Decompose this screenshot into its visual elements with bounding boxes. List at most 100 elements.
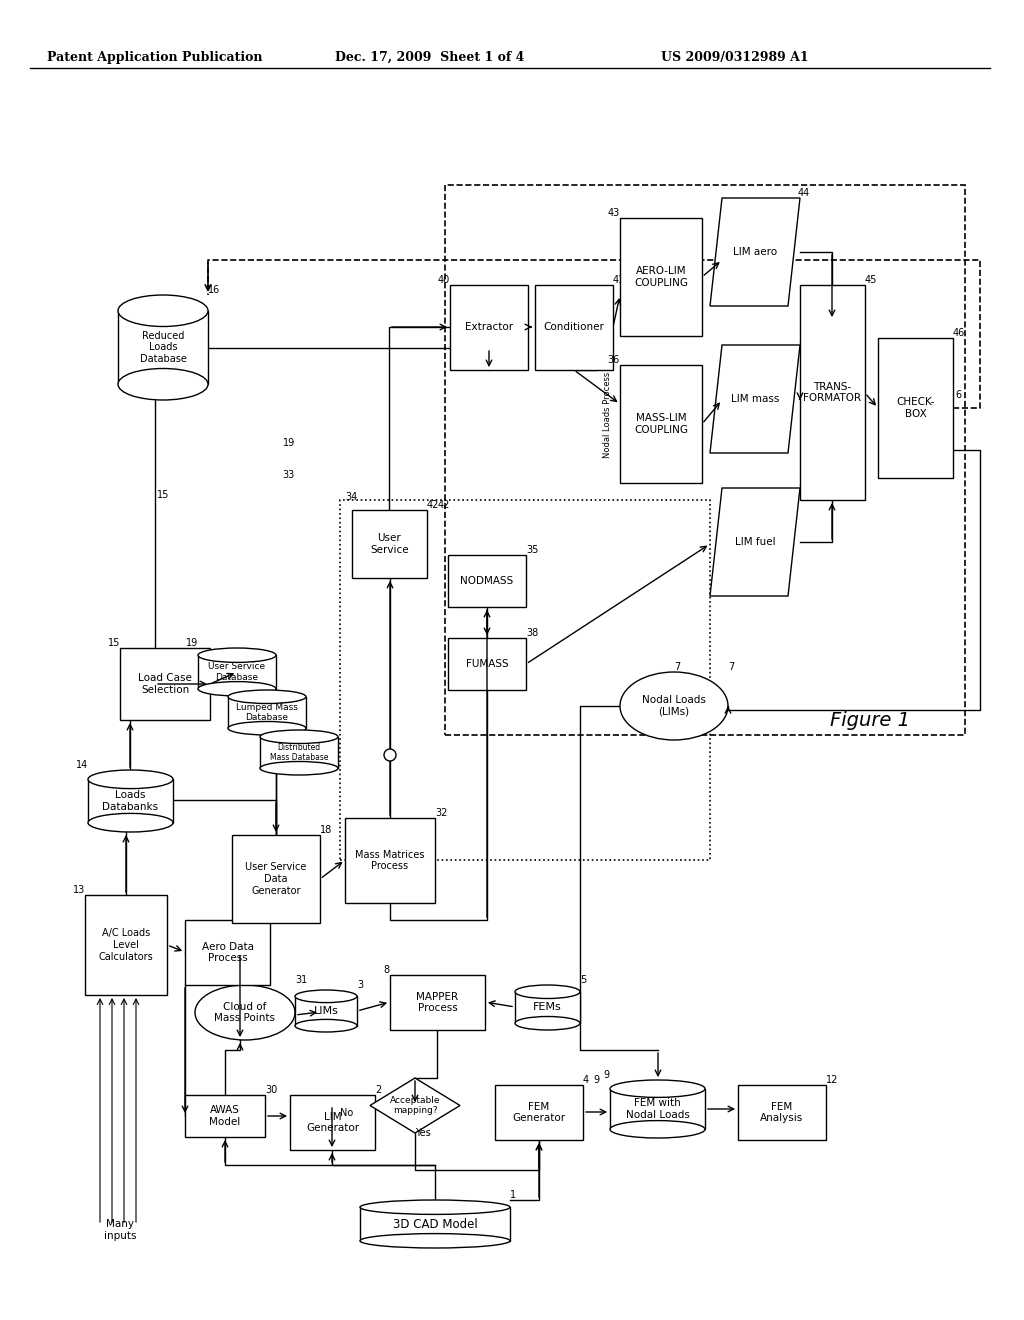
FancyBboxPatch shape bbox=[390, 975, 485, 1030]
Text: 7: 7 bbox=[728, 663, 734, 672]
Text: Conditioner: Conditioner bbox=[544, 322, 604, 333]
FancyBboxPatch shape bbox=[185, 920, 270, 985]
Text: LIMs: LIMs bbox=[313, 1006, 339, 1016]
Text: Cloud of
Mass Points: Cloud of Mass Points bbox=[214, 1002, 275, 1023]
Text: A/C Loads
Level
Calculators: A/C Loads Level Calculators bbox=[98, 928, 154, 961]
Ellipse shape bbox=[88, 770, 173, 788]
Text: AERO-LIM
COUPLING: AERO-LIM COUPLING bbox=[634, 267, 688, 288]
Text: Mass Matrices
Process: Mass Matrices Process bbox=[355, 850, 425, 871]
Text: 33: 33 bbox=[282, 470, 294, 480]
FancyBboxPatch shape bbox=[232, 836, 319, 923]
Ellipse shape bbox=[88, 813, 173, 832]
Text: 16: 16 bbox=[208, 285, 220, 294]
FancyBboxPatch shape bbox=[360, 1208, 510, 1241]
Text: 13: 13 bbox=[73, 884, 85, 895]
Text: 42: 42 bbox=[437, 500, 450, 510]
Ellipse shape bbox=[228, 690, 306, 704]
FancyBboxPatch shape bbox=[345, 818, 435, 903]
Text: 3: 3 bbox=[357, 979, 364, 990]
FancyBboxPatch shape bbox=[228, 697, 306, 729]
FancyBboxPatch shape bbox=[495, 1085, 583, 1140]
Text: 15: 15 bbox=[157, 490, 169, 500]
Text: 35: 35 bbox=[526, 545, 539, 554]
Text: 40: 40 bbox=[437, 275, 450, 285]
Text: CHECK-
BOX: CHECK- BOX bbox=[896, 397, 935, 418]
FancyBboxPatch shape bbox=[610, 1089, 705, 1130]
Text: 38: 38 bbox=[526, 628, 539, 638]
Text: AWAS
Model: AWAS Model bbox=[209, 1105, 241, 1127]
Ellipse shape bbox=[118, 368, 208, 400]
FancyBboxPatch shape bbox=[515, 991, 580, 1023]
Text: 32: 32 bbox=[435, 808, 447, 818]
Text: 39: 39 bbox=[798, 478, 810, 488]
Text: 9: 9 bbox=[604, 1071, 610, 1080]
Text: 44: 44 bbox=[798, 187, 810, 198]
Ellipse shape bbox=[620, 672, 728, 741]
Text: US 2009/0312989 A1: US 2009/0312989 A1 bbox=[662, 50, 809, 63]
Text: 41: 41 bbox=[613, 275, 626, 285]
Text: 8: 8 bbox=[384, 965, 390, 975]
Text: No: No bbox=[340, 1107, 353, 1118]
Text: Loads
Databanks: Loads Databanks bbox=[102, 791, 159, 812]
Ellipse shape bbox=[295, 1019, 357, 1032]
FancyBboxPatch shape bbox=[738, 1085, 826, 1140]
Text: LIM mass: LIM mass bbox=[731, 393, 779, 404]
Text: 12: 12 bbox=[826, 1074, 839, 1085]
Polygon shape bbox=[710, 345, 800, 453]
Text: 17: 17 bbox=[270, 909, 283, 920]
Text: 43: 43 bbox=[608, 209, 620, 218]
Ellipse shape bbox=[515, 1016, 580, 1030]
FancyBboxPatch shape bbox=[290, 1096, 375, 1150]
Text: Dec. 17, 2009  Sheet 1 of 4: Dec. 17, 2009 Sheet 1 of 4 bbox=[335, 50, 524, 63]
Text: 1: 1 bbox=[510, 1191, 516, 1200]
Text: 9: 9 bbox=[593, 1074, 599, 1085]
Text: 7: 7 bbox=[674, 663, 680, 672]
Text: Lumped Mass
Database: Lumped Mass Database bbox=[237, 702, 298, 722]
Text: LIM fuel: LIM fuel bbox=[734, 537, 775, 546]
Polygon shape bbox=[370, 1078, 460, 1133]
Ellipse shape bbox=[360, 1234, 510, 1247]
Text: NODMASS: NODMASS bbox=[461, 576, 514, 586]
Ellipse shape bbox=[195, 985, 295, 1040]
Text: 5: 5 bbox=[580, 975, 587, 985]
Text: User Service
Database: User Service Database bbox=[209, 663, 265, 681]
Circle shape bbox=[384, 748, 396, 762]
FancyBboxPatch shape bbox=[88, 779, 173, 822]
Text: 6: 6 bbox=[955, 389, 962, 400]
Text: 19: 19 bbox=[185, 638, 198, 648]
Text: 18: 18 bbox=[319, 825, 332, 836]
FancyBboxPatch shape bbox=[878, 338, 953, 478]
Ellipse shape bbox=[198, 648, 276, 663]
Text: 31: 31 bbox=[295, 975, 307, 985]
FancyBboxPatch shape bbox=[85, 895, 167, 995]
Text: 30: 30 bbox=[265, 1085, 278, 1096]
Ellipse shape bbox=[260, 762, 338, 775]
Text: 34: 34 bbox=[345, 492, 357, 502]
Text: Yes: Yes bbox=[415, 1129, 431, 1138]
FancyBboxPatch shape bbox=[260, 737, 338, 768]
Text: Distributed
Mass Database: Distributed Mass Database bbox=[269, 743, 329, 762]
Text: FEM
Generator: FEM Generator bbox=[512, 1102, 565, 1123]
Text: MAPPER
Process: MAPPER Process bbox=[417, 991, 459, 1014]
Ellipse shape bbox=[260, 730, 338, 743]
FancyBboxPatch shape bbox=[198, 655, 276, 689]
Ellipse shape bbox=[610, 1080, 705, 1097]
Text: 14: 14 bbox=[76, 760, 88, 770]
Text: 36: 36 bbox=[608, 355, 620, 366]
Ellipse shape bbox=[118, 294, 208, 326]
Text: 46: 46 bbox=[953, 327, 966, 338]
Text: Nodal Loads
(LIMs): Nodal Loads (LIMs) bbox=[642, 696, 706, 717]
Ellipse shape bbox=[610, 1121, 705, 1138]
FancyBboxPatch shape bbox=[450, 285, 528, 370]
Text: FEM with
Nodal Loads: FEM with Nodal Loads bbox=[626, 1098, 689, 1119]
Text: TRANS-
FORMATOR: TRANS- FORMATOR bbox=[804, 381, 861, 404]
FancyBboxPatch shape bbox=[295, 997, 357, 1026]
Ellipse shape bbox=[198, 681, 276, 696]
FancyBboxPatch shape bbox=[449, 638, 526, 690]
Text: 37: 37 bbox=[798, 335, 810, 345]
Text: FUMASS: FUMASS bbox=[466, 659, 508, 669]
Text: MASS-LIM
COUPLING: MASS-LIM COUPLING bbox=[634, 413, 688, 434]
Text: FEM
Analysis: FEM Analysis bbox=[761, 1102, 804, 1123]
Polygon shape bbox=[710, 198, 800, 306]
Text: 15: 15 bbox=[108, 638, 120, 648]
